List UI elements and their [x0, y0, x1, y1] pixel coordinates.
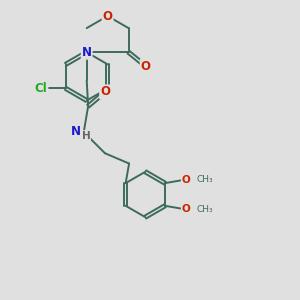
- Text: O: O: [100, 85, 110, 98]
- Text: CH₃: CH₃: [197, 205, 213, 214]
- Text: N: N: [82, 46, 92, 59]
- Text: O: O: [182, 175, 190, 184]
- Text: CH₃: CH₃: [197, 175, 213, 184]
- Text: O: O: [103, 10, 112, 22]
- Text: O: O: [182, 204, 190, 214]
- Text: H: H: [82, 130, 91, 141]
- Text: Cl: Cl: [35, 82, 47, 95]
- Text: N: N: [70, 125, 80, 138]
- Text: O: O: [141, 60, 151, 73]
